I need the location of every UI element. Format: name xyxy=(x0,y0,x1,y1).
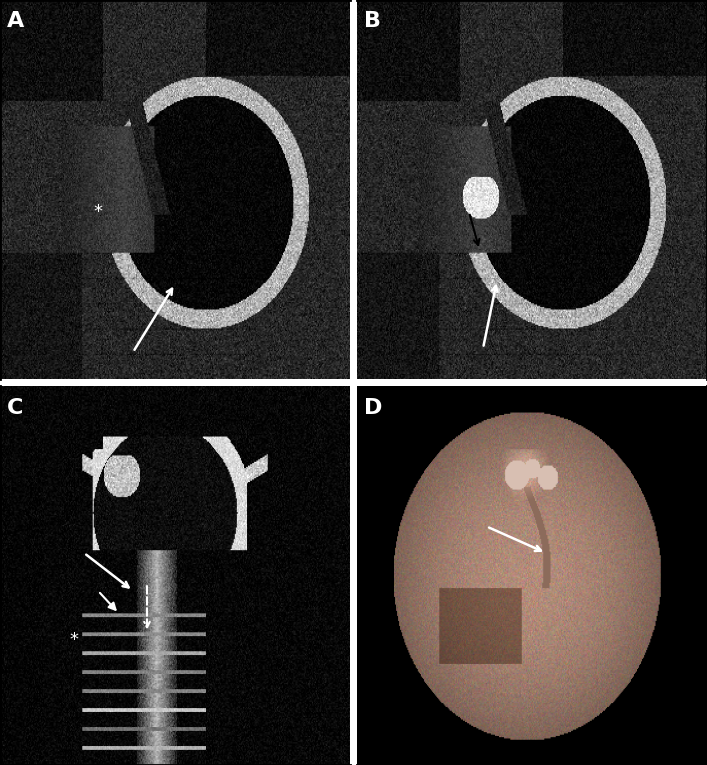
Text: D: D xyxy=(364,398,382,418)
Text: A: A xyxy=(7,11,24,31)
Text: *: * xyxy=(93,203,103,221)
Text: *: * xyxy=(69,631,78,649)
Text: C: C xyxy=(7,398,23,418)
Text: B: B xyxy=(364,11,381,31)
